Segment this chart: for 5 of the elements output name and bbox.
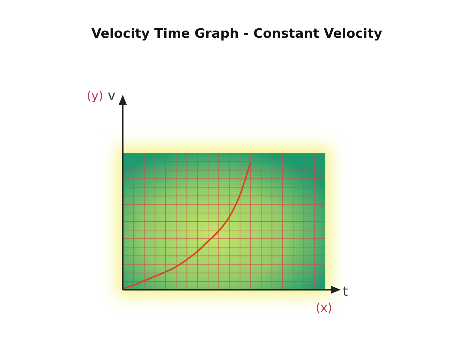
y-axis-title: v xyxy=(108,89,116,104)
text: (x) xyxy=(316,301,332,315)
text: (y) xyxy=(87,89,104,103)
text: t xyxy=(343,285,348,300)
chart-title: Velocity Time Graph - Constant Velocity xyxy=(92,27,383,42)
